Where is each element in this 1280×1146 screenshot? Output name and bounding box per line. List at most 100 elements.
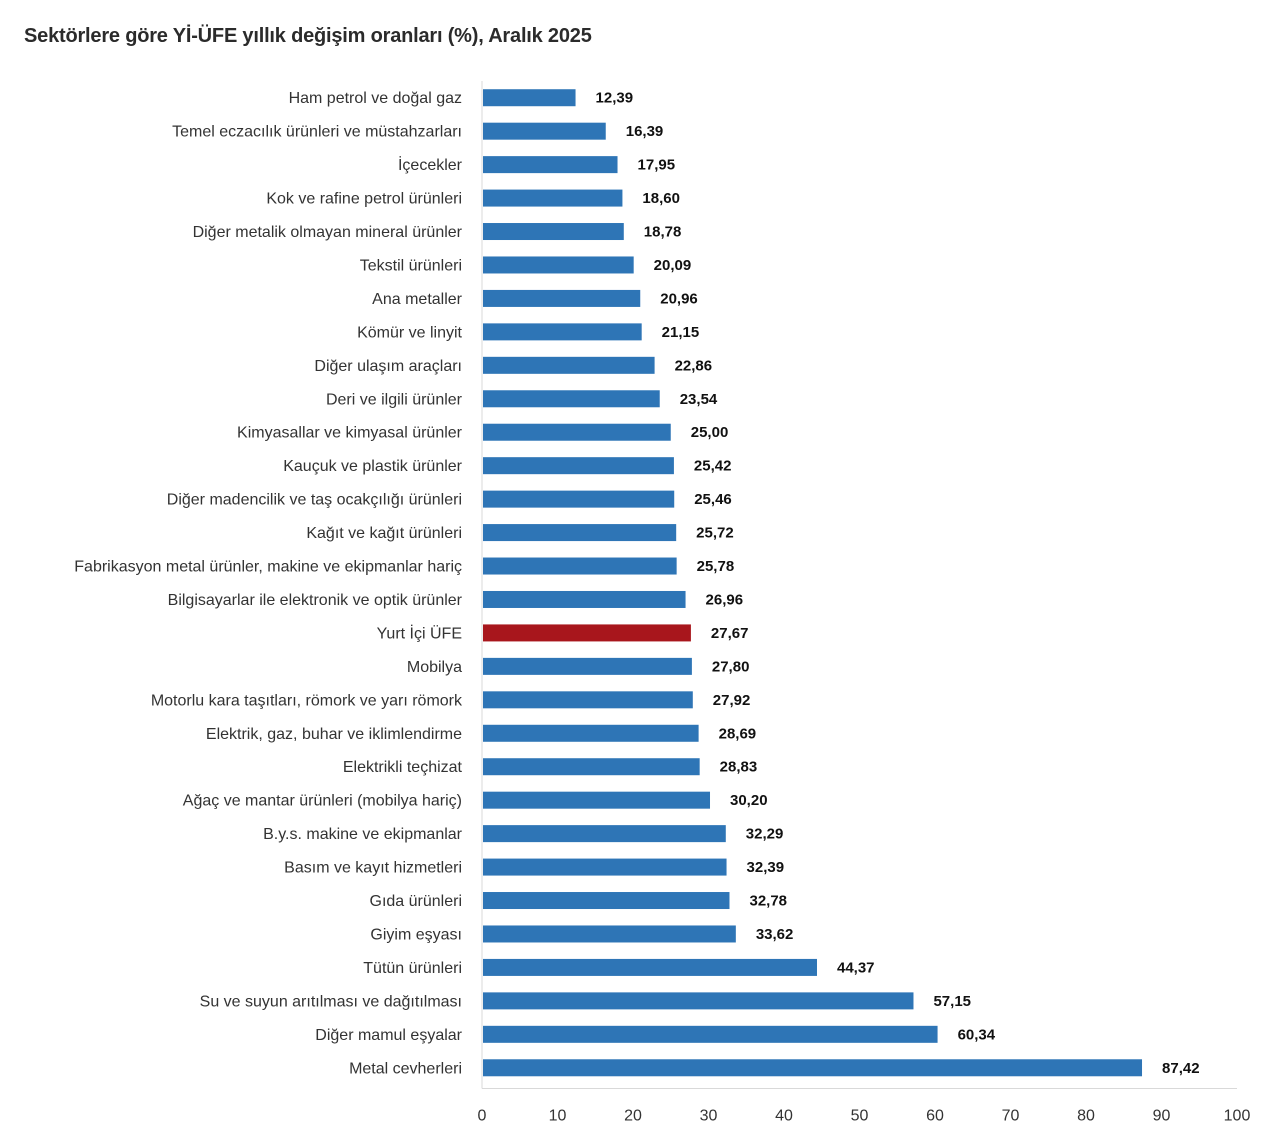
value-label: 27,80 (712, 658, 750, 675)
bar (483, 1059, 1143, 1077)
x-tick-label: 80 (1077, 1108, 1095, 1125)
category-label: Kimyasallar ve kimyasal ürünler (237, 425, 463, 442)
value-label: 16,39 (626, 123, 664, 140)
x-tick-label: 60 (926, 1108, 944, 1125)
value-label: 32,39 (747, 859, 785, 876)
bar (483, 490, 675, 508)
value-label: 22,86 (675, 357, 713, 374)
value-label: 32,78 (749, 893, 787, 910)
chart-title: Sektörlere göre Yİ-ÜFE yıllık değişim or… (24, 25, 592, 47)
bar (483, 925, 736, 943)
value-label: 12,39 (596, 90, 634, 107)
value-label: 30,20 (730, 792, 768, 809)
x-tick-label: 20 (624, 1108, 642, 1125)
bar (483, 457, 674, 475)
x-tick-label: 100 (1224, 1108, 1251, 1125)
bar (483, 189, 623, 207)
category-label: Temel eczacılık ürünleri ve müstahzarlar… (172, 124, 462, 141)
category-label: Giyim eşyası (370, 926, 462, 943)
category-label: Diğer madencilik ve taş ocakçılığı ürünl… (167, 492, 462, 509)
category-label: Motorlu kara taşıtları, römork ve yarı r… (151, 692, 463, 709)
value-label: 27,92 (713, 692, 751, 709)
value-label: 57,15 (933, 993, 971, 1010)
bar (483, 356, 655, 374)
value-label: 25,00 (691, 424, 729, 441)
bar (483, 223, 624, 241)
category-label: İçecekler (398, 155, 463, 174)
bar (483, 691, 693, 709)
x-tick-label: 10 (549, 1108, 567, 1125)
category-label: Su ve suyun arıtılması ve dağıtılması (200, 993, 462, 1010)
bar (483, 156, 618, 174)
value-label: 28,69 (719, 725, 757, 742)
value-label: 33,62 (756, 926, 794, 943)
category-label: Elektrikli teçhizat (343, 759, 463, 776)
bar (483, 256, 634, 274)
category-labels-group: Ham petrol ve doğal gaz Temel eczacılık ü… (74, 90, 463, 1077)
bar (483, 89, 576, 107)
category-label: Diğer mamul eşyalar (315, 1027, 462, 1044)
category-label: Tütün ürünleri (363, 960, 462, 977)
category-label: B.y.s. makine ve ekipmanlar (263, 826, 463, 843)
bar (483, 958, 817, 976)
category-label: Bilgisayarlar ile elektronik ve optik ür… (168, 592, 463, 609)
value-label: 21,15 (662, 324, 700, 341)
value-label: 25,72 (696, 525, 734, 542)
bar (483, 289, 641, 307)
value-label: 17,95 (638, 157, 676, 174)
bar (483, 557, 677, 575)
bar (483, 122, 606, 140)
bar (483, 1025, 938, 1043)
category-label: Ana metaller (372, 291, 462, 308)
category-label: Basım ve kayıt hizmetleri (284, 860, 462, 877)
bar (483, 892, 730, 910)
category-label: Diğer ulaşım araçları (314, 358, 462, 375)
bar (483, 657, 692, 675)
bar (483, 524, 677, 542)
category-label: Elektrik, gaz, buhar ve iklimlendirme (206, 726, 462, 743)
x-tick-label: 0 (478, 1108, 487, 1125)
category-label: Kağıt ve kağıt ürünleri (306, 525, 462, 542)
bar (483, 423, 671, 441)
bar (483, 992, 914, 1010)
category-label: Diğer metalik olmayan mineral ürünler (193, 224, 463, 241)
value-label: 44,37 (837, 959, 875, 976)
category-label: Kömür ve linyit (357, 324, 462, 341)
category-label: Deri ve ilgili ürünler (326, 391, 463, 408)
category-label: Ham petrol ve doğal gaz (289, 90, 462, 107)
category-label: Yurt İçi ÜFE (377, 623, 462, 642)
value-label: 20,09 (654, 257, 692, 274)
bar-highlight (483, 624, 691, 642)
value-label: 25,78 (697, 558, 735, 575)
bars-group (483, 89, 1143, 1077)
x-tick-label: 70 (1002, 1108, 1020, 1125)
value-label: 28,83 (720, 759, 758, 776)
category-label: Tekstil ürünleri (360, 257, 462, 274)
category-label: Mobilya (407, 659, 462, 676)
value-label: 26,96 (706, 591, 744, 608)
value-label: 20,96 (660, 290, 698, 307)
value-labels-group: 12,39 16,39 17,95 18,60 18,78 20,09 20,96 21,15… (596, 90, 1200, 1077)
bar (483, 323, 642, 341)
x-tick-label: 30 (700, 1108, 718, 1125)
value-label: 25,46 (694, 491, 732, 508)
bar (483, 724, 699, 742)
x-tick-label: 50 (851, 1108, 869, 1125)
category-label: Kok ve rafine petrol ürünleri (266, 191, 462, 208)
value-label: 60,34 (958, 1026, 996, 1043)
bar (483, 758, 700, 776)
category-label: Ağaç ve mantar ürünleri (mobilya hariç) (183, 793, 462, 810)
value-label: 27,67 (711, 625, 749, 642)
category-label: Kauçuk ve plastik ürünler (283, 458, 462, 475)
category-label: Fabrikasyon metal ürünler, makine ve eki… (74, 559, 462, 576)
value-label: 18,78 (644, 224, 682, 241)
x-tick-labels-group: 0 10 20 30 40 50 60 70 80 90 100 (478, 1108, 1251, 1125)
x-tick-label: 40 (775, 1108, 793, 1125)
value-label: 87,42 (1162, 1060, 1200, 1077)
value-label: 25,42 (694, 458, 732, 475)
bar (483, 858, 727, 876)
category-label: Gıda ürünleri (370, 893, 463, 910)
x-tick-label: 90 (1153, 1108, 1171, 1125)
bar (483, 791, 711, 809)
